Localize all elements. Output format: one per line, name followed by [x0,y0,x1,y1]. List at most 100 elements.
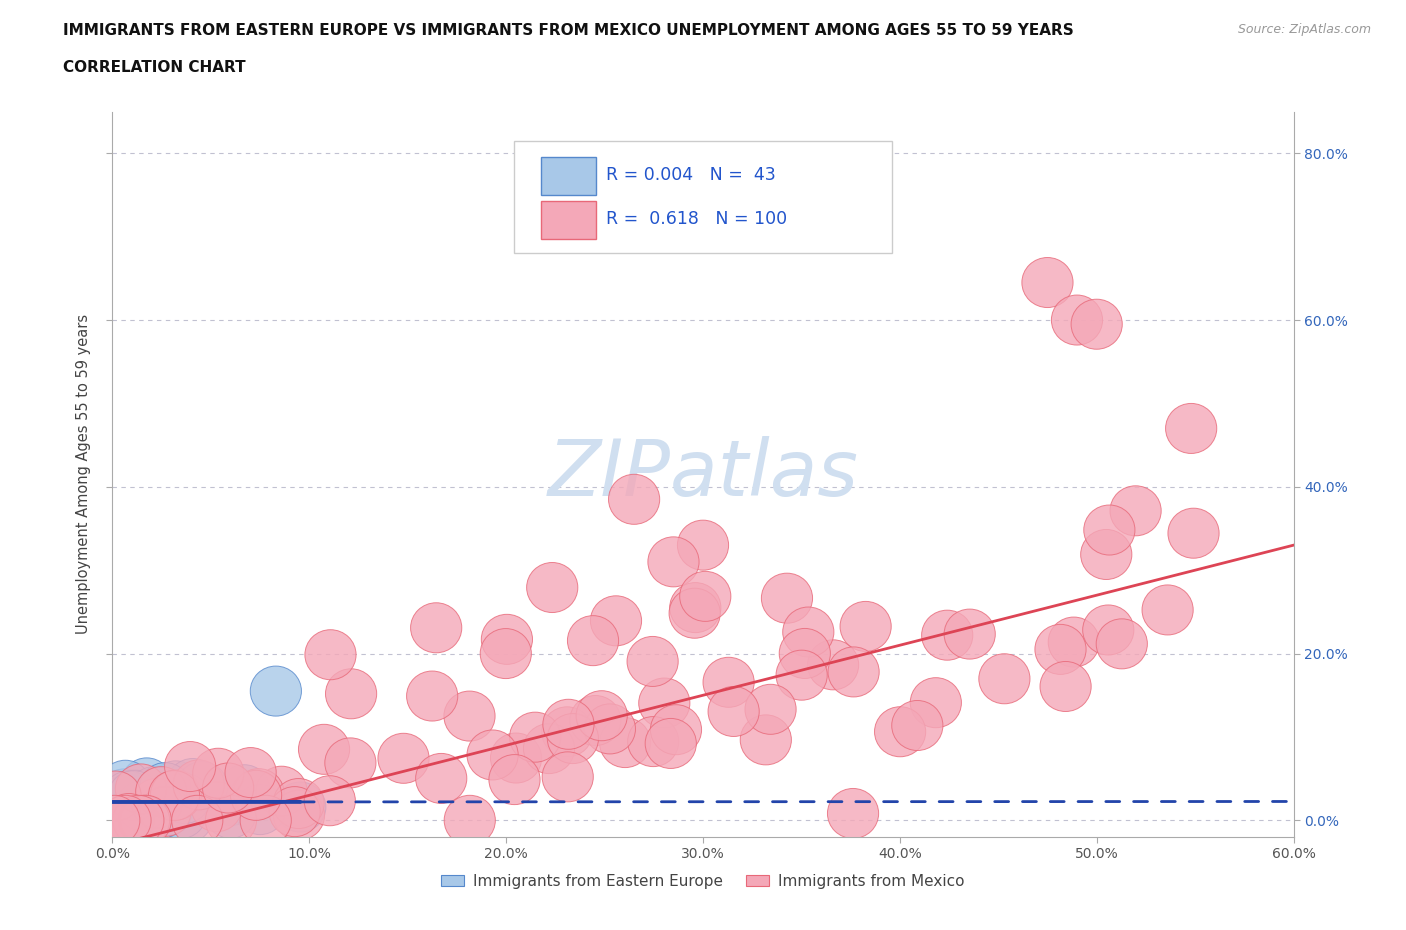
Ellipse shape [115,783,166,833]
Ellipse shape [828,789,879,839]
Ellipse shape [543,751,593,802]
Ellipse shape [305,630,356,680]
Ellipse shape [298,724,350,775]
FancyBboxPatch shape [541,157,596,195]
Ellipse shape [678,520,728,570]
Ellipse shape [669,582,721,632]
Ellipse shape [576,691,627,740]
Ellipse shape [176,762,228,812]
Ellipse shape [250,666,301,716]
Ellipse shape [132,781,183,831]
Ellipse shape [104,780,155,830]
Ellipse shape [568,616,619,666]
Ellipse shape [416,753,467,804]
Text: IMMIGRANTS FROM EASTERN EUROPE VS IMMIGRANTS FROM MEXICO UNEMPLOYMENT AMONG AGES: IMMIGRANTS FROM EASTERN EUROPE VS IMMIGR… [63,23,1074,38]
Ellipse shape [304,776,356,826]
Ellipse shape [193,749,243,798]
Ellipse shape [467,730,519,780]
Ellipse shape [489,754,540,804]
Ellipse shape [120,792,172,842]
Ellipse shape [1035,624,1085,674]
Ellipse shape [127,779,177,830]
FancyBboxPatch shape [515,140,891,253]
Ellipse shape [141,786,193,835]
FancyBboxPatch shape [541,201,596,239]
Ellipse shape [103,793,155,844]
Text: Source: ZipAtlas.com: Source: ZipAtlas.com [1237,23,1371,36]
Ellipse shape [1083,604,1133,655]
Ellipse shape [651,705,702,755]
Ellipse shape [745,684,796,735]
Ellipse shape [231,770,281,820]
Text: R = 0.004   N =  43: R = 0.004 N = 43 [606,166,776,184]
Ellipse shape [444,795,495,845]
Ellipse shape [921,610,973,660]
Ellipse shape [547,713,599,764]
Ellipse shape [112,795,165,845]
Ellipse shape [111,776,162,825]
Ellipse shape [1166,404,1216,454]
Ellipse shape [910,678,962,727]
Ellipse shape [100,760,150,810]
Ellipse shape [783,607,834,658]
Ellipse shape [103,771,155,821]
Ellipse shape [638,678,690,728]
Ellipse shape [233,768,284,818]
Ellipse shape [218,764,270,815]
Ellipse shape [273,778,325,829]
Ellipse shape [411,603,461,653]
Ellipse shape [274,782,326,832]
Ellipse shape [609,474,659,525]
Ellipse shape [162,792,212,843]
Ellipse shape [326,669,377,719]
Ellipse shape [1084,505,1135,555]
Text: R =  0.618   N = 100: R = 0.618 N = 100 [606,210,787,228]
Ellipse shape [406,671,458,721]
Ellipse shape [202,763,253,813]
Ellipse shape [110,770,162,820]
Ellipse shape [1071,299,1122,350]
Ellipse shape [481,615,533,664]
Ellipse shape [100,795,150,845]
Ellipse shape [108,771,159,820]
Ellipse shape [1168,508,1219,558]
Ellipse shape [762,573,813,623]
Ellipse shape [1109,485,1161,536]
Ellipse shape [645,719,696,768]
Ellipse shape [135,766,187,817]
Legend: Immigrants from Eastern Europe, Immigrants from Mexico: Immigrants from Eastern Europe, Immigran… [434,868,972,895]
Ellipse shape [155,789,207,839]
Ellipse shape [235,785,285,834]
Ellipse shape [669,588,720,638]
Ellipse shape [269,787,321,837]
Ellipse shape [523,724,575,774]
Ellipse shape [98,790,149,840]
Ellipse shape [167,759,218,808]
Ellipse shape [150,770,201,820]
Ellipse shape [828,647,879,697]
Ellipse shape [90,788,142,837]
Text: ZIPatlas: ZIPatlas [547,436,859,512]
Ellipse shape [979,654,1031,704]
Ellipse shape [256,766,307,817]
Ellipse shape [139,763,191,813]
Ellipse shape [118,795,170,845]
Ellipse shape [118,782,169,832]
Ellipse shape [110,787,160,837]
Ellipse shape [627,717,679,766]
Ellipse shape [120,771,170,820]
Ellipse shape [1097,618,1147,669]
Ellipse shape [150,761,201,811]
Ellipse shape [117,780,167,830]
Ellipse shape [599,718,651,767]
Ellipse shape [89,778,139,828]
Ellipse shape [141,787,191,836]
Ellipse shape [325,737,375,788]
Ellipse shape [90,777,142,826]
Ellipse shape [585,704,636,754]
Ellipse shape [117,793,167,844]
Ellipse shape [165,741,215,791]
Ellipse shape [225,748,276,798]
Text: CORRELATION CHART: CORRELATION CHART [63,60,246,75]
Ellipse shape [527,563,578,613]
